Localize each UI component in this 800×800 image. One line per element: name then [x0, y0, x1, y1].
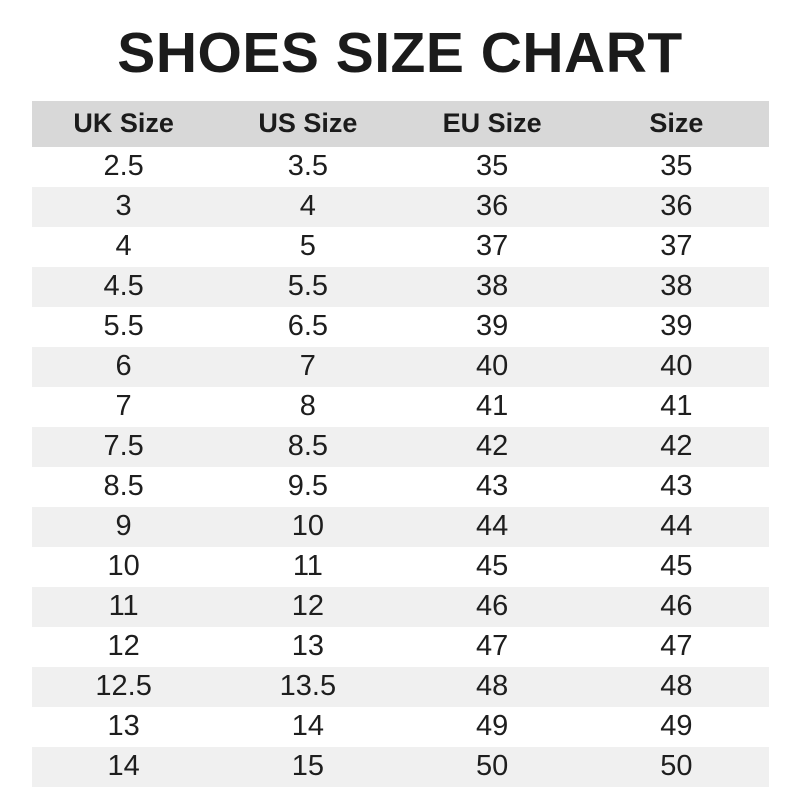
- table-cell: 10: [31, 546, 216, 587]
- table-cell: 4.5: [31, 266, 216, 307]
- table-cell: 12: [215, 586, 400, 627]
- table-row: 13 14 49 49: [31, 706, 769, 747]
- table-cell: 50: [400, 746, 585, 787]
- table-cell: 48: [584, 666, 769, 707]
- table-cell: 41: [584, 386, 769, 427]
- column-header-size: Size: [584, 100, 769, 147]
- table-cell: 13: [215, 626, 400, 667]
- table-cell: 36: [584, 186, 769, 227]
- table-cell: 49: [400, 706, 585, 747]
- table-header: UK Size US Size EU Size Size: [31, 100, 769, 147]
- table-cell: 4: [215, 186, 400, 227]
- table-cell: 42: [400, 426, 585, 467]
- table-cell: 9: [31, 506, 216, 547]
- table-row: 14 15 50 50: [31, 746, 769, 787]
- table-cell: 42: [584, 426, 769, 467]
- table-cell: 39: [584, 306, 769, 347]
- table-cell: 47: [400, 626, 585, 667]
- table-cell: 38: [400, 266, 585, 307]
- column-header-eu-size: EU Size: [400, 100, 585, 147]
- table-row: 6 7 40 40: [31, 346, 769, 387]
- table-row: 12.5 13.5 48 48: [31, 666, 769, 707]
- table-cell: 37: [400, 226, 585, 267]
- table-row: 11 12 46 46: [31, 586, 769, 627]
- table-cell: 37: [584, 226, 769, 267]
- table-cell: 6: [31, 346, 216, 387]
- column-header-us-size: US Size: [215, 100, 400, 147]
- table-cell: 6.5: [215, 306, 400, 347]
- table-cell: 5.5: [31, 306, 216, 347]
- table-cell: 8.5: [31, 466, 216, 507]
- table-cell: 49: [584, 706, 769, 747]
- table-cell: 47: [584, 626, 769, 667]
- table-row: 5.5 6.5 39 39: [31, 306, 769, 347]
- table-cell: 35: [584, 146, 769, 187]
- table-row: 10 11 45 45: [31, 546, 769, 587]
- table-cell: 46: [584, 586, 769, 627]
- page-title: SHOES SIZE CHART: [117, 21, 683, 85]
- table-cell: 7: [31, 386, 216, 427]
- table-cell: 39: [400, 306, 585, 347]
- table-cell: 38: [584, 266, 769, 307]
- table-cell: 43: [400, 466, 585, 507]
- table-cell: 2.5: [31, 146, 216, 187]
- table-cell: 10: [215, 506, 400, 547]
- table-row: 2.5 3.5 35 35: [31, 146, 769, 187]
- table-cell: 14: [31, 746, 216, 787]
- table-cell: 14: [215, 706, 400, 747]
- table-cell: 12: [31, 626, 216, 667]
- table-cell: 11: [215, 546, 400, 587]
- table-cell: 13.5: [215, 666, 400, 707]
- table-cell: 50: [584, 746, 769, 787]
- table-cell: 5: [215, 226, 400, 267]
- table-cell: 40: [400, 346, 585, 387]
- table-row: 8.5 9.5 43 43: [31, 466, 769, 507]
- table-row: 4 5 37 37: [31, 226, 769, 267]
- size-chart-table: UK Size US Size EU Size Size 2.5 3.5 35 35 3…: [31, 100, 769, 787]
- table-row: 12 13 47 47: [31, 626, 769, 667]
- table-cell: 48: [400, 666, 585, 707]
- table-cell: 41: [400, 386, 585, 427]
- table-cell: 5.5: [215, 266, 400, 307]
- table-cell: 15: [215, 746, 400, 787]
- table-cell: 43: [584, 466, 769, 507]
- table-cell: 11: [31, 586, 216, 627]
- table-cell: 45: [400, 546, 585, 587]
- table-cell: 8: [215, 386, 400, 427]
- table-row: 3 4 36 36: [31, 186, 769, 227]
- table-cell: 4: [31, 226, 216, 267]
- table-cell: 35: [400, 146, 585, 187]
- header-row: UK Size US Size EU Size Size: [31, 100, 769, 147]
- table-cell: 7: [215, 346, 400, 387]
- column-header-uk-size: UK Size: [31, 100, 216, 147]
- table-cell: 46: [400, 586, 585, 627]
- table-cell: 3: [31, 186, 216, 227]
- table-cell: 8.5: [215, 426, 400, 467]
- table-cell: 13: [31, 706, 216, 747]
- table-cell: 7.5: [31, 426, 216, 467]
- table-row: 7 8 41 41: [31, 386, 769, 427]
- table-cell: 44: [584, 506, 769, 547]
- table-cell: 44: [400, 506, 585, 547]
- table-cell: 36: [400, 186, 585, 227]
- table-cell: 3.5: [215, 146, 400, 187]
- table-row: 7.5 8.5 42 42: [31, 426, 769, 467]
- table-cell: 9.5: [215, 466, 400, 507]
- table-cell: 45: [584, 546, 769, 587]
- table-body: 2.5 3.5 35 35 3 4 36 36 4 5 37 37 4.5 5.5 38 38 5.5 6.5 39…: [31, 146, 769, 787]
- table-cell: 12.5: [31, 666, 216, 707]
- table-row: 9 10 44 44: [31, 506, 769, 547]
- table-cell: 40: [584, 346, 769, 387]
- table-row: 4.5 5.5 38 38: [31, 266, 769, 307]
